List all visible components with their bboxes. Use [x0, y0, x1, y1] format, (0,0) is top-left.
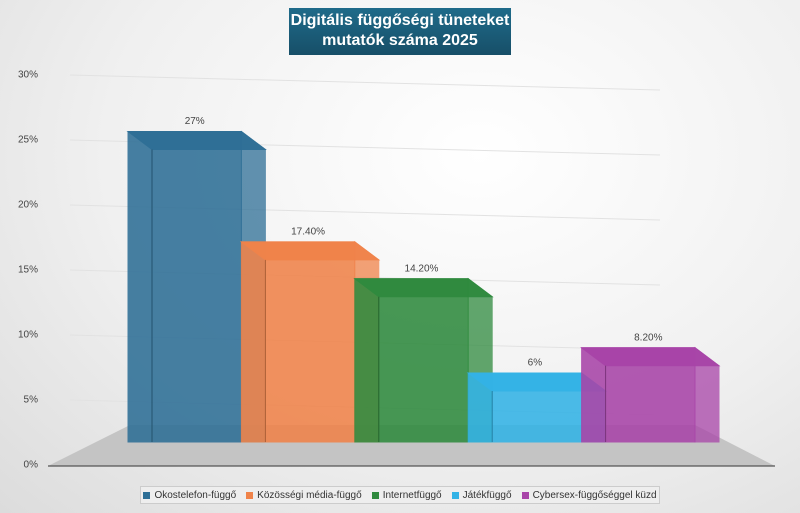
legend-item: Játékfüggő	[451, 489, 512, 501]
bar	[467, 372, 583, 443]
legend-item: Internetfüggő	[371, 489, 442, 501]
data-label: 8.20%	[634, 332, 662, 343]
data-label: 14.20%	[405, 263, 439, 274]
legend-swatch	[371, 491, 379, 499]
legend-label: Közösségi média-függő	[257, 489, 362, 501]
y-tick-label: 20%	[18, 200, 38, 211]
bar	[354, 278, 469, 443]
legend-label: Internetfüggő	[382, 489, 442, 501]
data-label: 6%	[528, 358, 543, 369]
legend-item: Cybersex-függőséggel küzd	[521, 489, 657, 501]
y-tick-label: 30%	[18, 70, 38, 81]
legend: Okostelefon-függő Közösségi média-függő In…	[140, 486, 660, 504]
legend-item: Közösségi média-függő	[246, 490, 362, 501]
y-tick-label: 5%	[24, 395, 39, 406]
y-tick-label: 0%	[24, 460, 39, 471]
bar	[127, 131, 242, 443]
data-label: 27%	[185, 116, 205, 127]
legend-swatch	[143, 491, 151, 499]
data-label: 17.40%	[291, 227, 325, 238]
legend-label: Játékfüggő	[462, 489, 512, 501]
bar	[240, 241, 356, 443]
legend-swatch	[246, 491, 254, 499]
legend-label: Cybersex-függőséggel küzd	[532, 489, 657, 501]
legend-swatch	[521, 491, 529, 499]
bar	[581, 347, 696, 443]
legend-label: Okostelefon-függő	[154, 489, 237, 501]
y-tick-label: 25%	[18, 135, 38, 146]
y-tick-label: 10%	[18, 330, 38, 341]
y-tick-label: 15%	[18, 265, 38, 276]
grid-line	[69, 74, 661, 91]
legend-item: Okostelefon-függő	[143, 490, 236, 501]
legend-swatch	[451, 491, 459, 499]
chart-title: Digitális függőségi tüneteket mutatók sz…	[289, 8, 511, 55]
